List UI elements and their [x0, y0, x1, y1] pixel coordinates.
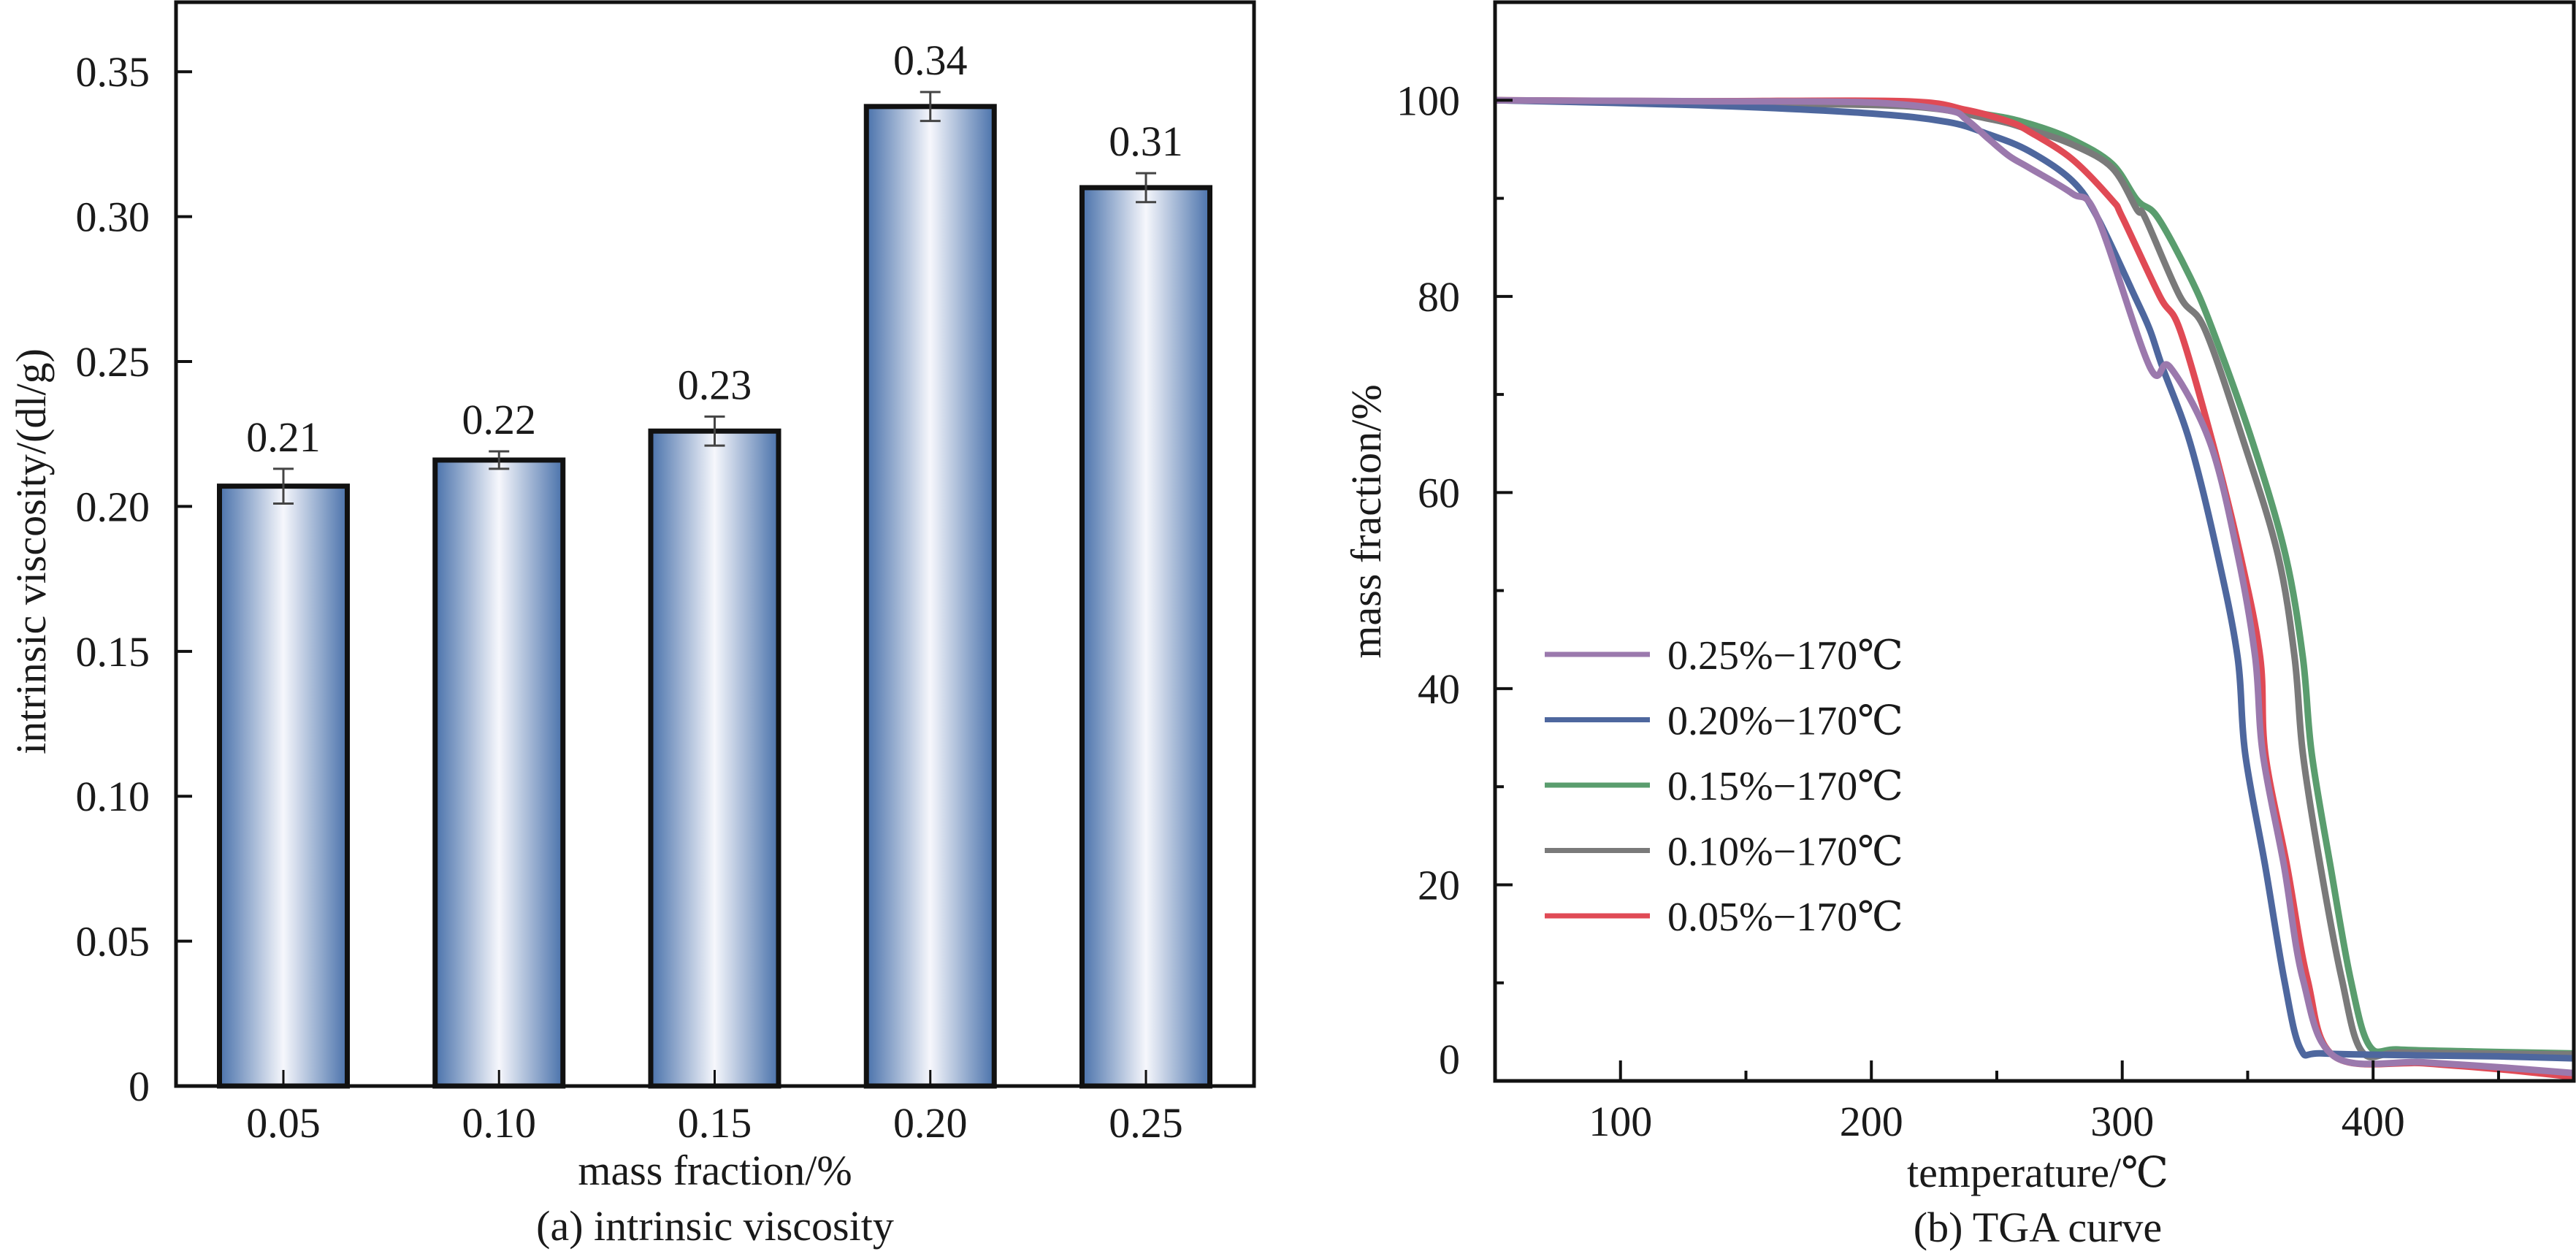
y-tick-label: 0: [129, 1063, 150, 1110]
error-bar-0.20: [920, 91, 941, 123]
value-label: 0.31: [1109, 118, 1183, 165]
x-tick-label: 0.10: [462, 1099, 537, 1147]
bar-0.20: [863, 104, 997, 1089]
value-label: 0.23: [678, 361, 752, 408]
y-axis-ticks: 0 0.05 0.10 0.15 0.20 0.25 0.30 0.35: [76, 48, 192, 1110]
x-axis-ticks: 100 200 300 400: [1589, 1060, 2500, 1145]
y-tick-label: 0.05: [76, 918, 150, 966]
value-label: 0.34: [893, 37, 968, 84]
x-tick-label: 0.25: [1109, 1099, 1183, 1147]
x-axis-ticks: 0.05 0.10 0.15 0.20 0.25: [246, 1070, 1183, 1147]
y-tick-label: 100: [1396, 77, 1460, 124]
y-tick-label: 80: [1418, 273, 1460, 321]
y-tick-label: 0.35: [76, 48, 150, 96]
x-tick-label: 100: [1589, 1098, 1652, 1145]
series-line-0.10: [1495, 96, 2574, 1060]
y-axis-title: mass fraction/%: [1342, 384, 1390, 658]
plot-frame: [1493, 0, 2576, 1083]
legend-item: 0.15%−170℃: [1545, 764, 1903, 809]
legend-item: 0.10%−170℃: [1545, 830, 1903, 875]
chart-caption: (b) TGA curve: [1914, 1204, 2162, 1251]
series-lines-group: [1495, 96, 2574, 1081]
y-tick-label: 20: [1418, 861, 1460, 909]
series-line-0.20: [1495, 96, 2574, 1062]
error-bar-0.15: [704, 415, 725, 447]
series-line-0.05: [1495, 96, 2574, 1081]
bar-0.05: [217, 483, 350, 1089]
series-line-0.25: [1495, 96, 2574, 1077]
error-bar-0.25: [1136, 172, 1156, 204]
x-tick-label: 0.15: [678, 1099, 752, 1147]
bars-group: [217, 104, 1212, 1089]
chart-caption: (a) intrinsic viscosity: [536, 1202, 894, 1250]
value-label: 0.22: [462, 396, 537, 443]
bar-0.25: [1079, 185, 1212, 1089]
error-bar-0.05: [273, 467, 294, 505]
legend-item: 0.25%−170℃: [1545, 633, 1903, 678]
y-tick-label: 0.30: [76, 194, 150, 241]
y-tick-label: 0.15: [76, 628, 150, 676]
y-tick-label: 0.25: [76, 338, 150, 386]
y-tick-label: 60: [1418, 469, 1460, 516]
y-tick-label: 0.20: [76, 483, 150, 530]
y-tick-label: 40: [1418, 665, 1460, 713]
y-tick-label: 0: [1439, 1036, 1460, 1083]
y-axis-ticks: 0 20 40 60 80 100: [1396, 77, 1513, 1083]
legend: 0.25%−170℃ 0.20%−170℃ 0.15%−170℃ 0.10%−170℃…: [1545, 633, 1903, 940]
x-tick-label: 0.05: [246, 1099, 321, 1147]
chart-tga-curve: 0 20 40 60 80 100 100 200 300 400 0.25%−170℃ 0.20…: [1342, 0, 2576, 1251]
legend-label: 0.10%−170℃: [1667, 830, 1903, 875]
legend-item: 0.05%−170℃: [1545, 895, 1903, 940]
legend-label: 0.15%−170℃: [1667, 764, 1903, 809]
legend-item: 0.20%−170℃: [1545, 699, 1903, 744]
value-label: 0.21: [246, 413, 321, 461]
legend-label: 0.25%−170℃: [1667, 633, 1903, 678]
bar-0.15: [648, 428, 781, 1089]
x-tick-label: 0.20: [893, 1099, 968, 1147]
error-bars-group: [273, 91, 1156, 505]
series-line-0.15: [1495, 96, 2574, 1057]
chart-intrinsic-viscosity: 0.21 0.220.230.340.31 00.050.100.150.200.…: [7, 0, 1256, 1250]
x-tick-label: 400: [2342, 1098, 2405, 1145]
y-tick-label: 0.10: [76, 773, 150, 820]
value-labels-group: 0.21 0.22 0.23 0.34 0.31: [246, 37, 1183, 461]
x-tick-label: 200: [1840, 1098, 1903, 1145]
y-axis-title: intrinsic viscosity/(dl/g): [7, 348, 55, 754]
x-axis-title: mass fraction/%: [578, 1147, 852, 1194]
bar-0.10: [432, 457, 566, 1089]
x-axis-title: temperature/℃: [1907, 1149, 2168, 1196]
legend-label: 0.05%−170℃: [1667, 895, 1903, 940]
x-tick-label: 300: [2090, 1098, 2154, 1145]
legend-label: 0.20%−170℃: [1667, 699, 1903, 744]
error-bar-0.10: [489, 450, 510, 470]
